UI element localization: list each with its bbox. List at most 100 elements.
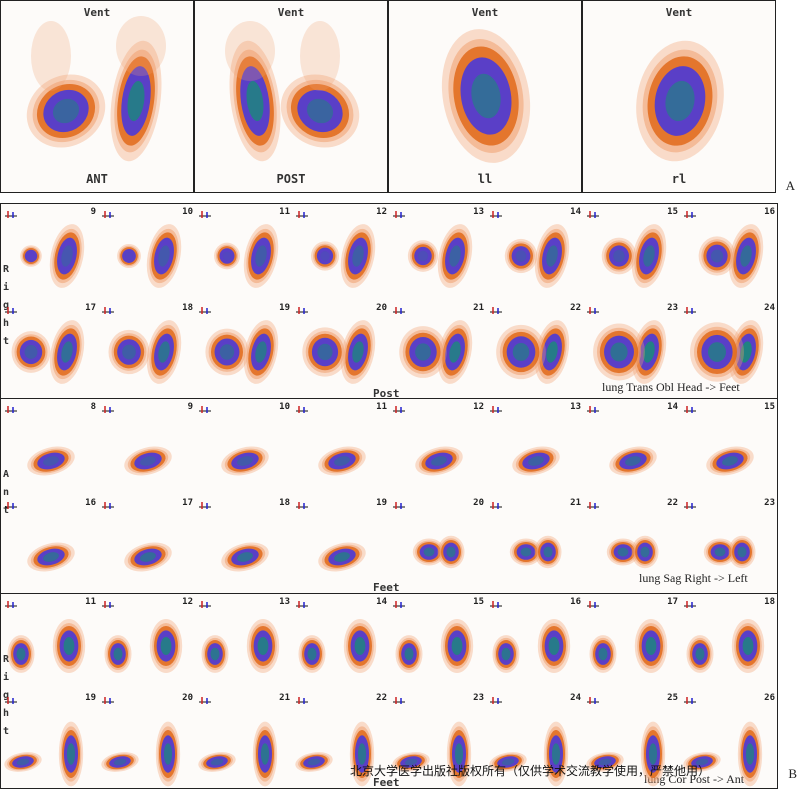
activity-region (24, 249, 38, 263)
slice-cell: 16 (1, 497, 98, 593)
center-label: Feet (373, 581, 400, 594)
orientation-icon (490, 502, 502, 509)
orientation-icon (5, 697, 17, 704)
activity-region (160, 637, 172, 655)
activity-region (404, 758, 418, 766)
activity-region (691, 756, 713, 768)
view-top-label: Vent (665, 6, 693, 19)
orientation-icon (684, 697, 696, 704)
slice-image (407, 224, 473, 288)
slice-image (512, 446, 560, 476)
slice-cell: 14 (486, 206, 583, 302)
activity-region (404, 647, 414, 661)
orientation-icon (684, 211, 696, 218)
activity-region (57, 237, 77, 275)
slice-image (310, 224, 376, 288)
activity-region (446, 546, 456, 558)
orientation-icon (684, 406, 696, 413)
planar-view-post: Vent POST (194, 0, 388, 193)
side-letter: i (3, 672, 10, 683)
activity-region (61, 341, 73, 363)
slice-number: 23 (473, 693, 484, 703)
slice-image (124, 446, 172, 476)
activity-region (260, 743, 270, 765)
slice-direction-label: lung Sag Right -> Left (639, 571, 748, 585)
slice-number: 14 (570, 207, 581, 217)
activity-region (645, 637, 657, 655)
slice-number: 15 (764, 402, 775, 412)
side-letter: g (3, 690, 10, 701)
activity-region (214, 338, 240, 366)
slice-number: 11 (279, 207, 290, 217)
slice-image (706, 446, 754, 476)
side-letter: h (3, 318, 10, 329)
faint-activity (225, 21, 275, 81)
orientation-icon (587, 406, 599, 413)
activity-region (113, 647, 123, 661)
slice-number: 11 (376, 402, 387, 412)
slice-cell: 20 (389, 497, 486, 593)
slice-number: 12 (376, 207, 387, 217)
activity-region (722, 456, 738, 466)
slice-image (104, 619, 183, 673)
activity-region (19, 339, 43, 365)
orientation-icon (684, 601, 696, 608)
slice-cell: 16 (486, 596, 583, 692)
slice-number: 26 (764, 693, 775, 703)
slice-cell: 10 (98, 206, 195, 302)
activity-region (251, 237, 271, 275)
slice-cell: 23 (389, 692, 486, 788)
planar-view-ant: Vent ANT (0, 0, 194, 193)
orientation-icon (393, 601, 405, 608)
slice-number: 13 (279, 597, 290, 607)
slice-cell: 23 (680, 497, 777, 593)
slice-number: 16 (570, 597, 581, 607)
slice-cell: 13 (195, 596, 292, 692)
slice-cell: 24 (486, 692, 583, 788)
slice-number: 22 (667, 498, 678, 508)
slice-number: 8 (90, 402, 96, 412)
activity-region (66, 743, 76, 765)
activity-region (163, 743, 173, 765)
activity-region (37, 452, 65, 470)
figure-label-b: B (788, 766, 797, 781)
slice-cell: 19 (292, 497, 389, 593)
activity-region (417, 250, 429, 262)
slice-image (11, 320, 85, 384)
activity-region (400, 756, 422, 768)
activity-region (497, 756, 519, 768)
orientation-icon (296, 601, 308, 608)
activity-region (158, 341, 170, 363)
slice-image (20, 224, 85, 288)
slice-number: 22 (570, 303, 581, 313)
slice-image (489, 721, 569, 787)
orientation-icon (684, 307, 696, 314)
slice-number: 12 (182, 597, 193, 607)
slice-cell: 24 (680, 302, 777, 398)
slice-image (221, 542, 269, 572)
orientation-icon (490, 406, 502, 413)
activity-region (706, 244, 728, 268)
activity-region (210, 647, 220, 661)
lung-image (225, 21, 360, 162)
orientation-icon (587, 601, 599, 608)
activity-region (348, 237, 368, 275)
activity-region (237, 456, 253, 466)
activity-region (511, 246, 531, 266)
slice-cell: 19 (195, 302, 292, 398)
activity-region (471, 73, 501, 119)
activity-region (648, 743, 658, 765)
slice-image (496, 320, 570, 384)
activity-region (740, 341, 752, 363)
slice-number: 14 (376, 597, 387, 607)
slice-cell: 15 (389, 596, 486, 692)
slice-number: 15 (667, 207, 678, 217)
slice-number: 20 (473, 498, 484, 508)
activity-region (122, 249, 136, 263)
activity-region (610, 342, 628, 362)
slice-cell: 11 (1, 596, 98, 692)
